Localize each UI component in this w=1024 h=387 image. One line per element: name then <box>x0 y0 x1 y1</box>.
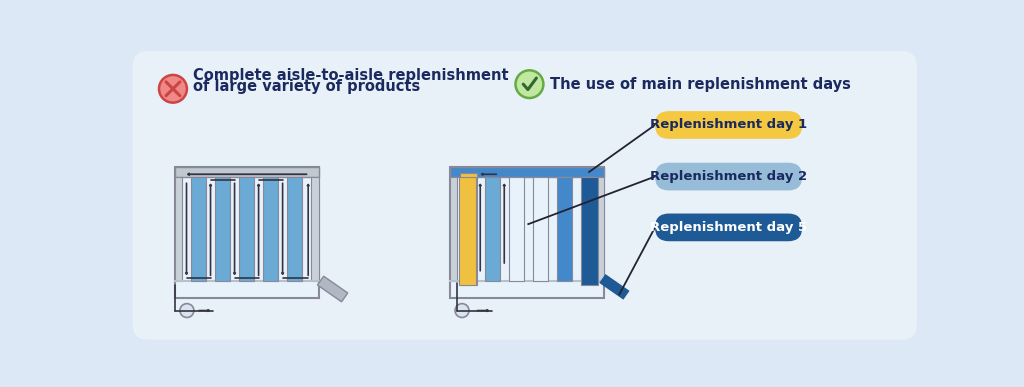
FancyBboxPatch shape <box>655 214 802 241</box>
Bar <box>239 177 254 281</box>
Bar <box>263 177 279 281</box>
Bar <box>174 166 318 177</box>
Circle shape <box>515 70 544 98</box>
Bar <box>450 177 458 281</box>
Bar <box>460 173 477 285</box>
Text: of large variety of products: of large variety of products <box>194 79 420 94</box>
Bar <box>174 166 318 298</box>
Bar <box>459 177 476 285</box>
FancyBboxPatch shape <box>655 111 802 139</box>
FancyBboxPatch shape <box>655 163 802 190</box>
Bar <box>311 177 318 281</box>
Bar <box>599 274 630 300</box>
Text: The use of main replenishment days: The use of main replenishment days <box>550 77 851 92</box>
Bar <box>450 166 604 298</box>
Circle shape <box>180 304 194 317</box>
Text: Complete aisle-to-aisle replenishment: Complete aisle-to-aisle replenishment <box>194 68 509 83</box>
Bar <box>317 276 348 302</box>
Bar <box>174 177 182 281</box>
Bar <box>450 166 604 177</box>
Bar <box>596 177 604 281</box>
Bar <box>484 177 500 281</box>
FancyBboxPatch shape <box>133 51 916 340</box>
Bar <box>215 177 230 281</box>
Bar <box>581 177 598 285</box>
Circle shape <box>159 75 187 103</box>
Bar <box>557 177 572 281</box>
Bar <box>287 177 302 281</box>
Circle shape <box>455 304 469 317</box>
Text: Replenishment day 5: Replenishment day 5 <box>650 221 807 234</box>
Text: Replenishment day 2: Replenishment day 2 <box>650 170 807 183</box>
Bar <box>190 177 206 281</box>
Text: Replenishment day 1: Replenishment day 1 <box>650 118 807 132</box>
Bar <box>509 177 524 281</box>
Bar <box>532 177 548 281</box>
